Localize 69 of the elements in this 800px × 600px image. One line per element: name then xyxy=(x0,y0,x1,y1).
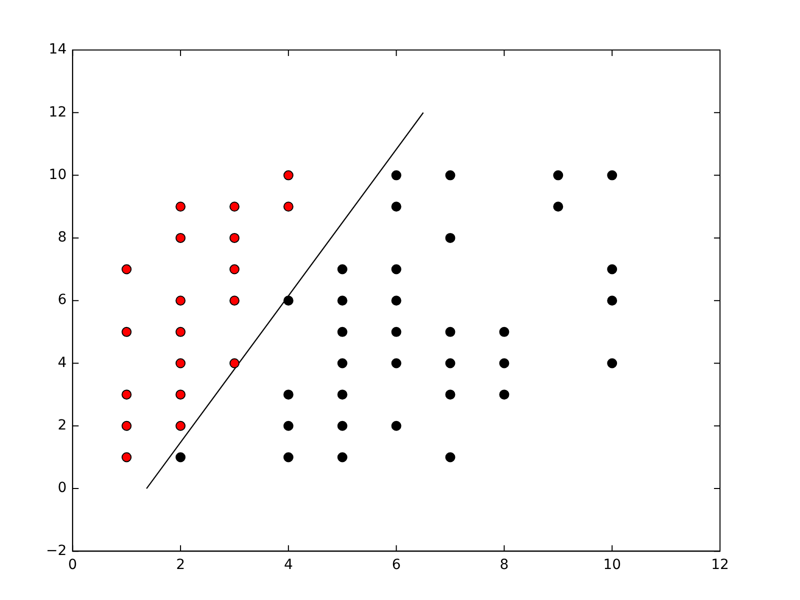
point xyxy=(176,452,186,462)
point xyxy=(229,232,240,243)
y-tick-label: 4 xyxy=(58,354,67,371)
point xyxy=(176,202,186,212)
x-tick-label: 2 xyxy=(176,557,185,574)
point xyxy=(391,296,402,306)
point xyxy=(391,264,402,274)
point xyxy=(391,358,402,368)
point xyxy=(391,202,402,212)
point xyxy=(176,390,186,400)
point xyxy=(445,452,456,462)
x-tick-label: 12 xyxy=(711,557,729,574)
point xyxy=(229,264,240,274)
point xyxy=(283,170,294,180)
y-tick-label: 12 xyxy=(48,104,67,120)
y-tick-label: 10 xyxy=(48,166,67,183)
point xyxy=(122,420,132,431)
y-tick-label: 0 xyxy=(58,480,67,496)
y-tick-label: 6 xyxy=(58,292,67,308)
y-tick-label: 2 xyxy=(58,418,67,434)
point xyxy=(337,264,348,274)
point xyxy=(176,358,186,368)
point xyxy=(337,296,348,306)
point xyxy=(445,358,456,368)
point xyxy=(607,264,618,274)
point xyxy=(337,452,348,462)
point xyxy=(176,420,186,431)
x-tick-label: 4 xyxy=(284,557,293,574)
point xyxy=(122,452,132,462)
y-tick-label: 8 xyxy=(58,230,67,246)
y-tick-label: 14 xyxy=(48,42,67,58)
point xyxy=(176,232,186,243)
x-tick-label: 6 xyxy=(392,557,401,574)
point xyxy=(283,296,294,306)
point xyxy=(445,390,456,400)
point xyxy=(122,390,132,400)
point xyxy=(445,326,456,337)
point xyxy=(553,170,564,180)
x-tick-label: 0 xyxy=(68,557,78,574)
point xyxy=(283,420,294,431)
point xyxy=(229,358,240,368)
point xyxy=(229,296,240,306)
point xyxy=(337,326,348,337)
point xyxy=(607,296,618,306)
point xyxy=(607,170,618,180)
point xyxy=(391,170,402,180)
point xyxy=(176,296,186,306)
point xyxy=(337,420,348,431)
point xyxy=(499,358,510,368)
point xyxy=(391,420,402,431)
point xyxy=(176,326,186,337)
point xyxy=(553,202,564,212)
point xyxy=(229,202,240,212)
point xyxy=(122,264,132,274)
point xyxy=(607,358,618,368)
point xyxy=(337,358,348,368)
point xyxy=(283,390,294,400)
x-tick-label: 8 xyxy=(500,557,509,574)
point xyxy=(445,232,456,243)
point xyxy=(499,326,510,337)
point xyxy=(499,390,510,400)
point xyxy=(122,326,132,337)
point xyxy=(391,326,402,337)
point xyxy=(445,170,456,180)
point xyxy=(283,452,294,462)
x-tick-label: 10 xyxy=(603,557,622,574)
point xyxy=(283,202,294,212)
y-tick-label: −2 xyxy=(46,542,67,559)
point xyxy=(337,390,348,400)
